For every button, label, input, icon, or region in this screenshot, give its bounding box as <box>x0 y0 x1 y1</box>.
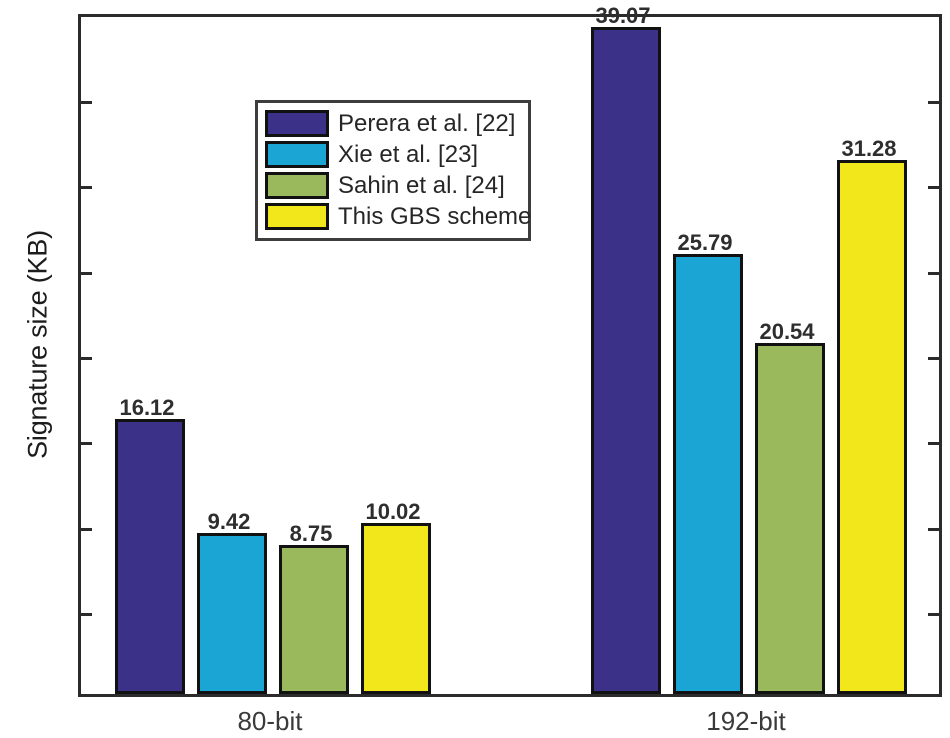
y-axis-title: Signature size (KB) <box>22 230 53 459</box>
bar <box>361 522 431 694</box>
bar <box>673 253 743 694</box>
y-tick-mark <box>81 186 92 190</box>
y-tick-mark <box>928 442 939 446</box>
legend-item-label: Perera et al. [22] <box>338 109 516 137</box>
plot-area: Perera et al. [22] Xie et al. [23] Sahin e… <box>78 14 942 697</box>
bar-value-label: 31.28 <box>841 135 897 161</box>
x-axis-group-label: 192-bit <box>706 706 786 736</box>
y-tick-mark <box>928 357 939 360</box>
y-tick-mark <box>81 271 92 275</box>
bar-value-label: 16.12 <box>119 394 175 420</box>
bar <box>591 26 661 694</box>
bar-value-label: 20.54 <box>759 319 815 345</box>
legend-item: Perera et al. [22] <box>265 108 522 139</box>
y-tick-mark <box>928 100 939 104</box>
y-tick-mark <box>928 271 939 275</box>
legend-color-swatch <box>265 141 329 168</box>
y-tick-mark <box>928 186 939 190</box>
legend-item-label: This GBS scheme <box>338 202 532 230</box>
y-tick-mark <box>928 527 939 531</box>
bar <box>755 343 825 694</box>
legend-item-label: Xie et al. [23] <box>338 140 479 168</box>
legend-item: Xie et al. [23] <box>265 139 522 170</box>
bar <box>197 533 267 694</box>
bar-value-label: 25.79 <box>677 229 733 255</box>
y-tick-mark <box>928 613 939 617</box>
y-tick-mark <box>81 442 92 446</box>
legend-color-swatch <box>265 172 329 199</box>
bar <box>115 418 185 694</box>
legend-item: This GBS scheme <box>265 201 531 232</box>
x-axis-group-label: 80-bit <box>237 706 303 736</box>
bar-value-label: 8.75 <box>289 520 333 546</box>
y-tick-mark <box>81 613 92 617</box>
y-tick-mark <box>81 357 92 360</box>
y-tick-mark <box>81 527 92 531</box>
legend-item-label: Sahin et al. [24] <box>338 171 505 199</box>
bar-value-label: 39.07 <box>595 2 651 28</box>
bar-value-label: 9.42 <box>207 509 251 535</box>
bar <box>279 544 349 694</box>
legend-color-swatch <box>265 203 329 230</box>
y-tick-mark <box>81 100 92 104</box>
legend-color-swatch <box>265 110 329 137</box>
bar <box>837 159 907 694</box>
legend: Perera et al. [22] Xie et al. [23] Sahin e… <box>255 100 531 241</box>
legend-item: Sahin et al. [24] <box>265 170 522 201</box>
bar-value-label: 10.02 <box>365 498 421 524</box>
